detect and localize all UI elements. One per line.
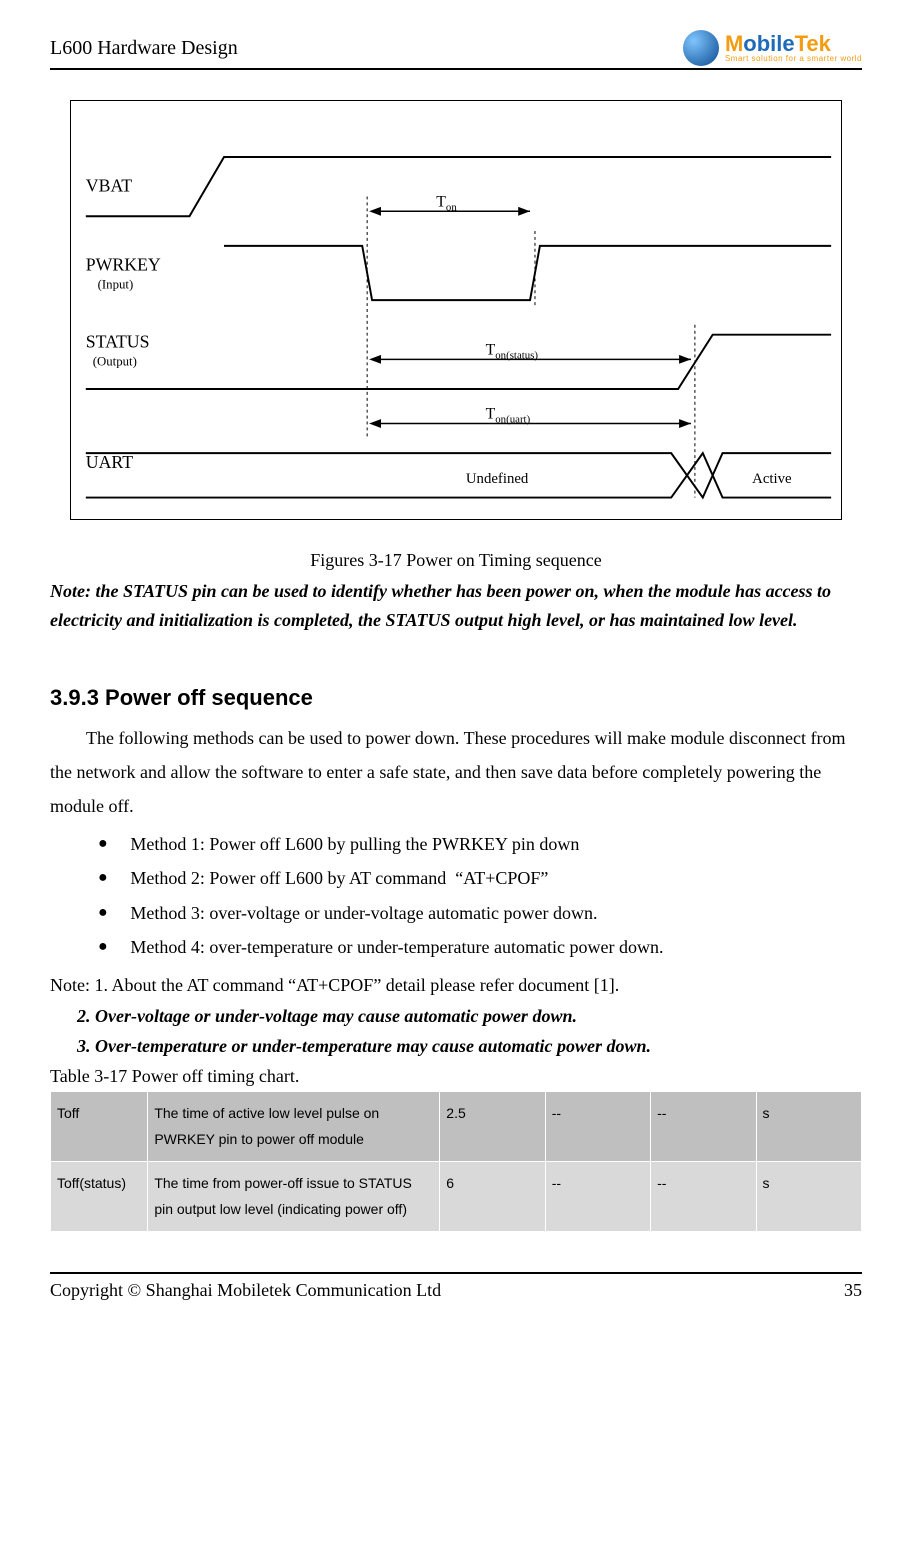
page-header: L600 Hardware Design MobileTek Smart sol… xyxy=(50,30,862,70)
pwrkey-sublabel: (Input) xyxy=(98,277,134,291)
table-cell: -- xyxy=(545,1091,650,1161)
vbat-label: VBAT xyxy=(86,176,133,196)
table-caption: Table 3-17 Power off timing chart. xyxy=(50,1066,862,1087)
uart-undefined: Undefined xyxy=(466,471,529,487)
logo-tagline: Smart solution for a smarter world xyxy=(725,55,862,63)
note-line-3: 3. Over-temperature or under-temperature… xyxy=(50,1031,862,1062)
list-item: Method 1: Power off L600 by pulling the … xyxy=(98,827,862,861)
table-cell: 6 xyxy=(440,1161,545,1231)
table-cell: Toff(status) xyxy=(51,1161,148,1231)
method-list: Method 1: Power off L600 by pulling the … xyxy=(50,827,862,964)
ton-uart-text: Ton(uart) xyxy=(486,406,531,426)
page-footer: Copyright © Shanghai Mobiletek Communica… xyxy=(50,1272,862,1301)
list-item: Method 2: Power off L600 by AT command “… xyxy=(98,861,862,895)
list-item: Method 3: over-voltage or under-voltage … xyxy=(98,896,862,930)
status-trace xyxy=(86,335,831,389)
table-cell: 2.5 xyxy=(440,1091,545,1161)
note-line-2: 2. Over-voltage or under-voltage may cau… xyxy=(50,1001,862,1032)
table-cell: -- xyxy=(651,1161,756,1231)
table-cell: Toff xyxy=(51,1091,148,1161)
logo-wordmark: MobileTek xyxy=(725,33,862,55)
uart-label: UART xyxy=(86,452,133,472)
status-label: STATUS xyxy=(86,332,150,352)
figure-caption: Figures 3-17 Power on Timing sequence xyxy=(50,550,862,571)
table-row: ToffThe time of active low level pulse o… xyxy=(51,1091,862,1161)
globe-icon xyxy=(683,30,719,66)
note-line-1: Note: 1. About the AT command “AT+CPOF” … xyxy=(50,970,862,1001)
table-row: Toff(status)The time from power-off issu… xyxy=(51,1161,862,1231)
pwrkey-trace xyxy=(224,246,831,300)
figure-note: Note: the STATUS pin can be used to iden… xyxy=(50,577,862,635)
section-heading: 3.9.3 Power off sequence xyxy=(50,685,862,711)
table-cell: -- xyxy=(651,1091,756,1161)
ton-text: Ton xyxy=(436,193,457,213)
pwrkey-label: PWRKEY xyxy=(86,255,161,275)
page-number: 35 xyxy=(844,1280,862,1301)
vbat-trace xyxy=(86,157,831,216)
table-cell: s xyxy=(756,1161,861,1231)
list-item: Method 4: over-temperature or under-temp… xyxy=(98,930,862,964)
table-cell: -- xyxy=(545,1161,650,1231)
timing-svg: VBAT PWRKEY (Input) Ton STATUS (Output) … xyxy=(71,101,841,519)
status-sublabel: (Output) xyxy=(93,354,137,368)
uart-active: Active xyxy=(752,471,792,487)
table-cell: The time from power-off issue to STATUS … xyxy=(148,1161,440,1231)
copyright: Copyright © Shanghai Mobiletek Communica… xyxy=(50,1280,441,1301)
section-intro: The following methods can be used to pow… xyxy=(50,721,862,824)
timing-diagram: VBAT PWRKEY (Input) Ton STATUS (Output) … xyxy=(70,100,842,520)
logo-text: MobileTek Smart solution for a smarter w… xyxy=(725,33,862,63)
ton-status-text: Ton(status) xyxy=(486,341,539,361)
doc-title: L600 Hardware Design xyxy=(50,37,238,60)
table-cell: s xyxy=(756,1091,861,1161)
timing-table: ToffThe time of active low level pulse o… xyxy=(50,1091,862,1232)
table-cell: The time of active low level pulse on PW… xyxy=(148,1091,440,1161)
logo: MobileTek Smart solution for a smarter w… xyxy=(683,30,862,66)
